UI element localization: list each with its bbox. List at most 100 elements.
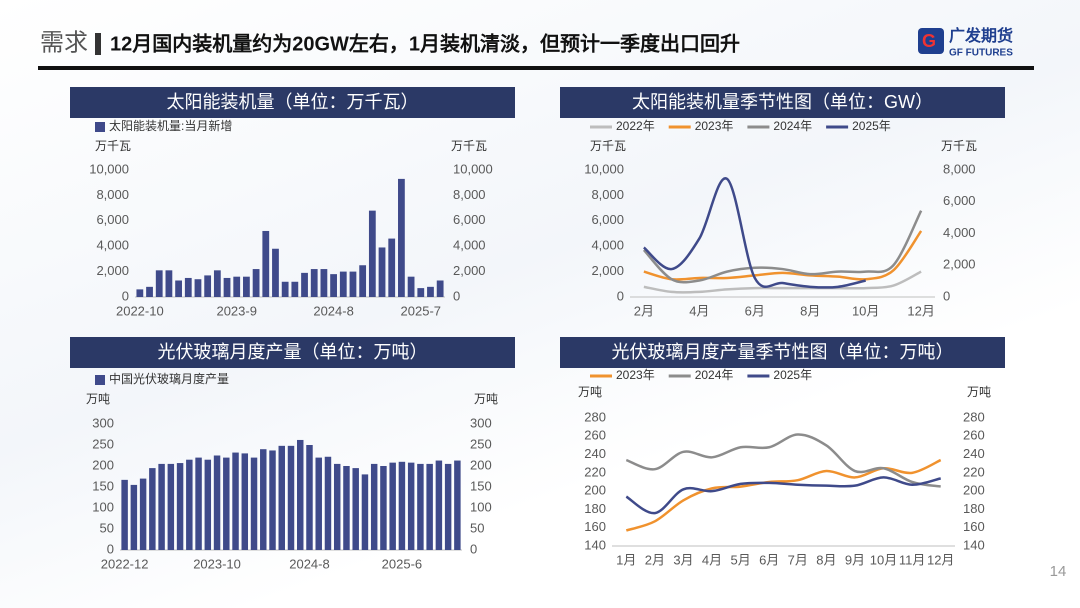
y2-tick-label: 50 <box>470 520 484 535</box>
bar <box>339 271 347 297</box>
y2-tick-label: 6,000 <box>453 212 486 227</box>
bar <box>260 449 267 550</box>
y-tick-label: 240 <box>584 446 606 461</box>
y2-tick-label: 8,000 <box>453 187 486 202</box>
x-tick-label: 2月 <box>645 552 665 567</box>
y-unit: 万千瓦 <box>590 139 626 153</box>
x-tick-label: 9月 <box>845 552 865 567</box>
bar <box>359 265 367 297</box>
y-tick-label: 50 <box>100 520 114 535</box>
y2-tick-label: 8,000 <box>943 161 976 176</box>
bar <box>388 238 396 297</box>
y2-tick-label: 0 <box>453 288 460 303</box>
y-unit: 万吨 <box>86 392 110 406</box>
y2-tick-label: 100 <box>470 499 492 514</box>
bar <box>343 466 350 550</box>
x-tick-label: 2023-10 <box>193 556 241 571</box>
x-tick-label: 12月 <box>907 303 934 318</box>
bar <box>291 281 299 297</box>
panel-title-bg <box>70 87 515 118</box>
y2-tick-label: 2,000 <box>453 263 486 278</box>
panel-title: 光伏玻璃月度产量季节性图（单位：万吨） <box>612 342 954 362</box>
x-tick-label: 2022-12 <box>101 556 149 571</box>
x-tick-label: 2025-7 <box>401 303 441 318</box>
bar <box>223 277 231 297</box>
bar <box>306 445 313 550</box>
y-tick-label: 150 <box>92 478 114 493</box>
y-tick-label: 300 <box>92 415 114 430</box>
panel-title: 太阳能装机量（单位：万千瓦） <box>167 92 419 112</box>
series-line <box>625 476 942 515</box>
x-tick-label: 3月 <box>673 552 693 567</box>
legend-label: 2025年 <box>773 368 812 382</box>
bar <box>146 286 153 297</box>
y-tick-label: 220 <box>584 464 606 479</box>
bar <box>349 271 357 297</box>
bar <box>272 248 279 297</box>
y2-tick-label: 280 <box>963 409 985 424</box>
x-tick-label: 11月 <box>899 552 926 567</box>
y-tick-label: 100 <box>92 499 114 514</box>
logo-en: GF FUTURES <box>949 48 1013 59</box>
y-tick-label: 2,000 <box>96 263 129 278</box>
legend-label: 2025年 <box>852 119 891 133</box>
y2-tick-label: 2,000 <box>943 257 976 272</box>
divider <box>95 33 101 55</box>
x-tick-label: 6月 <box>745 303 765 318</box>
x-tick-label: 7月 <box>788 552 808 567</box>
bar <box>297 439 304 550</box>
bar <box>417 463 424 550</box>
series-line <box>642 210 923 284</box>
bar <box>310 269 318 297</box>
legend-label: 2024年 <box>773 119 812 133</box>
y-tick-label: 140 <box>584 537 606 552</box>
bar <box>167 463 175 550</box>
bar <box>398 178 405 297</box>
x-tick-label: 4月 <box>702 552 722 567</box>
y2-unit: 万吨 <box>967 385 991 399</box>
bar <box>195 457 202 550</box>
bar <box>233 276 241 297</box>
bar <box>368 210 376 297</box>
y-tick-label: 4,000 <box>591 238 624 253</box>
y-tick-label: 200 <box>92 457 114 472</box>
panel-title-bg <box>560 87 1005 118</box>
y-tick-label: 180 <box>584 501 606 516</box>
bar <box>407 276 415 297</box>
y2-tick-label: 4,000 <box>943 225 976 240</box>
bar <box>184 277 192 297</box>
panel-title: 太阳能装机量季节性图（单位：GW） <box>632 92 933 112</box>
bar <box>435 460 443 550</box>
bar <box>241 453 249 550</box>
bar <box>252 269 260 297</box>
bar <box>139 478 147 550</box>
y2-tick-label: 6,000 <box>943 193 976 208</box>
x-tick-label: 2022-10 <box>116 303 164 318</box>
bar <box>136 289 144 297</box>
y-tick-label: 10,000 <box>89 161 129 176</box>
bar <box>426 463 433 550</box>
legend-label: 2023年 <box>695 119 734 133</box>
bar <box>352 468 359 550</box>
panel-title-bg <box>70 337 515 368</box>
y-tick-label: 8,000 <box>96 187 129 202</box>
logo-cn: 广发期货 <box>949 26 1013 45</box>
bar <box>149 468 156 550</box>
bar <box>213 270 221 297</box>
slide-title: 12月国内装机量约为20GW左右，1月装机清淡，但预计一季度出口回升 <box>110 31 740 55</box>
y-tick-label: 250 <box>92 436 114 451</box>
rule <box>38 66 1034 70</box>
series-line <box>643 270 922 294</box>
series-line <box>643 230 923 281</box>
logo-mark: G <box>922 31 936 51</box>
x-tick-label: 2025-6 <box>382 556 422 571</box>
bar <box>243 276 250 297</box>
bar <box>165 270 173 297</box>
bar <box>175 280 182 297</box>
x-tick-label: 10月 <box>852 303 879 318</box>
y2-tick-label: 150 <box>470 478 492 493</box>
bar <box>315 457 322 550</box>
y2-tick-label: 250 <box>470 436 492 451</box>
bar <box>330 274 337 297</box>
